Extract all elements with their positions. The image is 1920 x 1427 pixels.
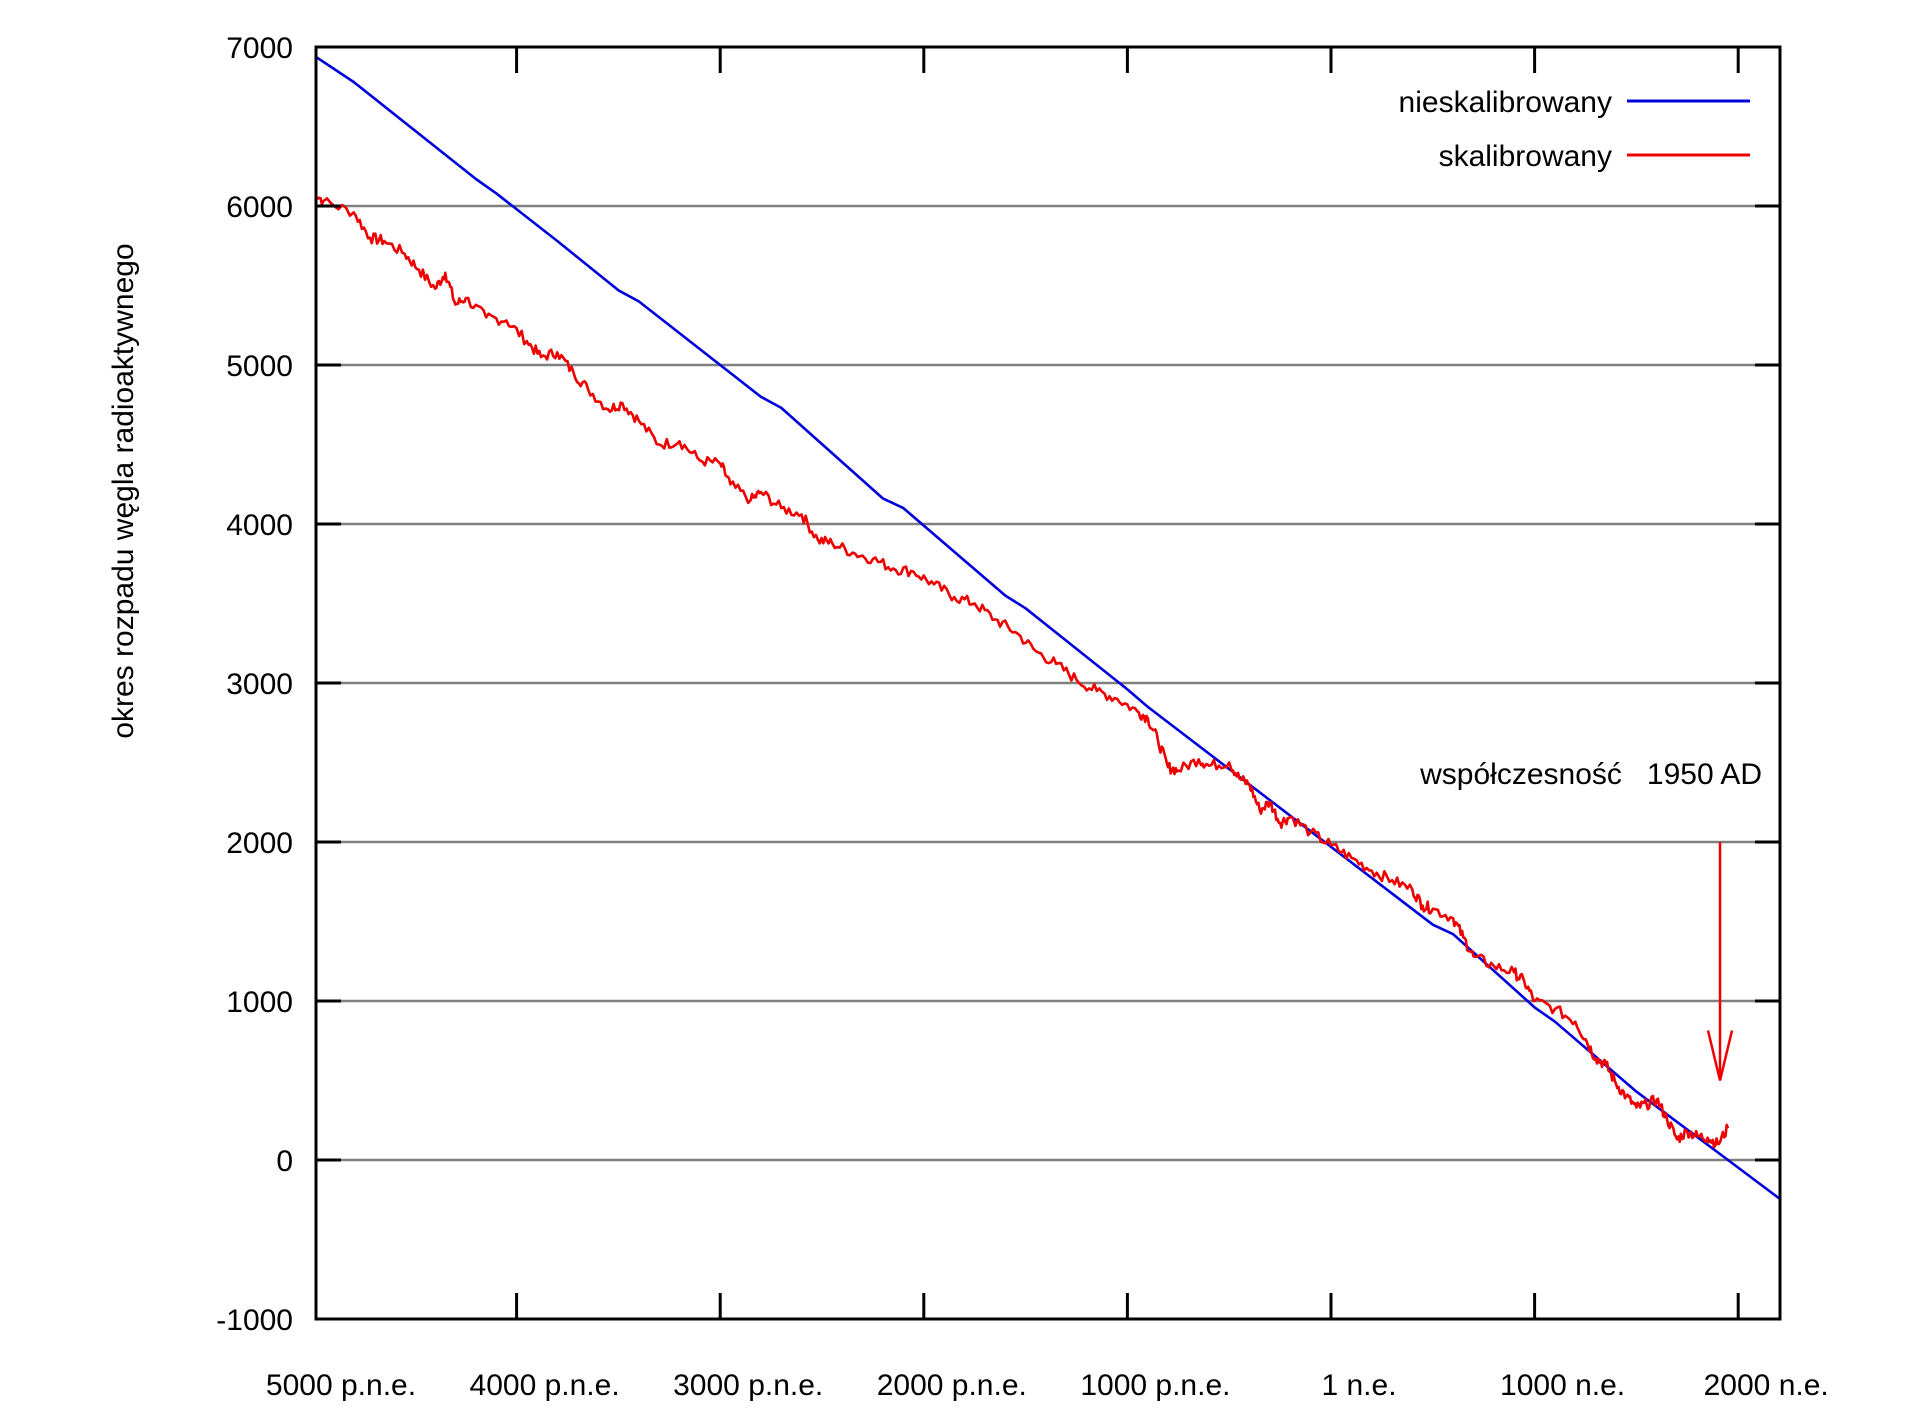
- y-tick-label: 1000: [226, 986, 293, 1019]
- legend: nieskalibrowany skalibrowany: [1399, 86, 1750, 173]
- x-tick-label: 5000 p.n.e.: [266, 1369, 416, 1402]
- legend-label-nieskalibrowany: nieskalibrowany: [1399, 86, 1612, 119]
- annotation-modern-era: współczesność 1950 AD: [1419, 758, 1762, 791]
- x-tick-label: 2000 n.e.: [1704, 1369, 1829, 1402]
- x-tick-label: 4000 p.n.e.: [470, 1369, 620, 1402]
- y-tick-label: 0: [276, 1145, 293, 1178]
- x-tick-label: 2000 p.n.e.: [877, 1369, 1027, 1402]
- y-tick-label: 2000: [226, 827, 293, 860]
- series-layer: [316, 55, 1780, 1201]
- y-tick-label: 7000: [226, 32, 293, 65]
- legend-label-skalibrowany: skalibrowany: [1439, 140, 1612, 173]
- series-line-nieskalibrowany: [316, 55, 1780, 1201]
- x-tick-label: 1000 p.n.e.: [1080, 1369, 1230, 1402]
- x-tick-label: 1000 n.e.: [1500, 1369, 1625, 1402]
- x-tick-label: 3000 p.n.e.: [673, 1369, 823, 1402]
- x-axis-tick-labels: 5000 p.n.e. 4000 p.n.e. 3000 p.n.e. 2000 p.…: [266, 1369, 1829, 1402]
- arrow-1950-marker: [1706, 842, 1734, 1081]
- y-tick-label: 4000: [226, 509, 293, 542]
- y-tick-label: 5000: [226, 350, 293, 383]
- series-line-skalibrowany: [316, 190, 1730, 1149]
- y-tick-label: -1000: [216, 1304, 293, 1337]
- y-axis-tick-labels: 7000 6000 5000 4000 3000 2000 1000 0 -1000: [216, 32, 293, 1337]
- y-axis-label: okres rozpadu węgla radioaktywnego: [107, 243, 140, 738]
- y-tick-label: 6000: [226, 191, 293, 224]
- axis-ticks: [316, 47, 1780, 1319]
- gridlines: [316, 204, 1780, 1162]
- x-tick-label: 1 n.e.: [1321, 1369, 1396, 1402]
- y-tick-label: 3000: [226, 668, 293, 701]
